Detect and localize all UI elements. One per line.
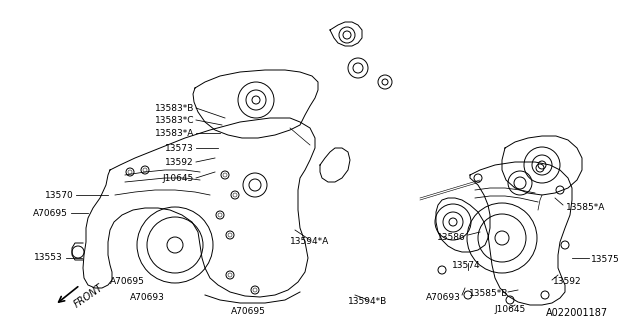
Text: 13594*A: 13594*A [291, 237, 330, 246]
Text: A70693: A70693 [426, 292, 461, 301]
Text: 13583*B: 13583*B [155, 103, 194, 113]
Text: 13573: 13573 [165, 143, 194, 153]
Text: A70693: A70693 [130, 293, 165, 302]
Text: A70695: A70695 [230, 308, 266, 316]
Text: 13583*C: 13583*C [154, 116, 194, 124]
Text: 13583*A: 13583*A [155, 129, 194, 138]
Text: 13575: 13575 [591, 255, 620, 265]
Text: 13592: 13592 [165, 157, 194, 166]
Text: A70695: A70695 [110, 277, 145, 286]
Text: A70695: A70695 [33, 209, 68, 218]
Text: 13594*B: 13594*B [348, 298, 388, 307]
Text: 13553: 13553 [35, 253, 63, 262]
Text: A022001187: A022001187 [546, 308, 608, 318]
Text: 13570: 13570 [45, 190, 74, 199]
Text: 13586: 13586 [437, 233, 466, 242]
Text: 13592: 13592 [553, 277, 582, 286]
Text: 13585*A: 13585*A [566, 203, 605, 212]
Text: J10645: J10645 [494, 306, 525, 315]
Text: 13574: 13574 [452, 260, 480, 269]
Text: FRONT: FRONT [72, 283, 105, 310]
Text: J10645: J10645 [163, 173, 194, 182]
Text: 13585*B: 13585*B [468, 290, 508, 299]
